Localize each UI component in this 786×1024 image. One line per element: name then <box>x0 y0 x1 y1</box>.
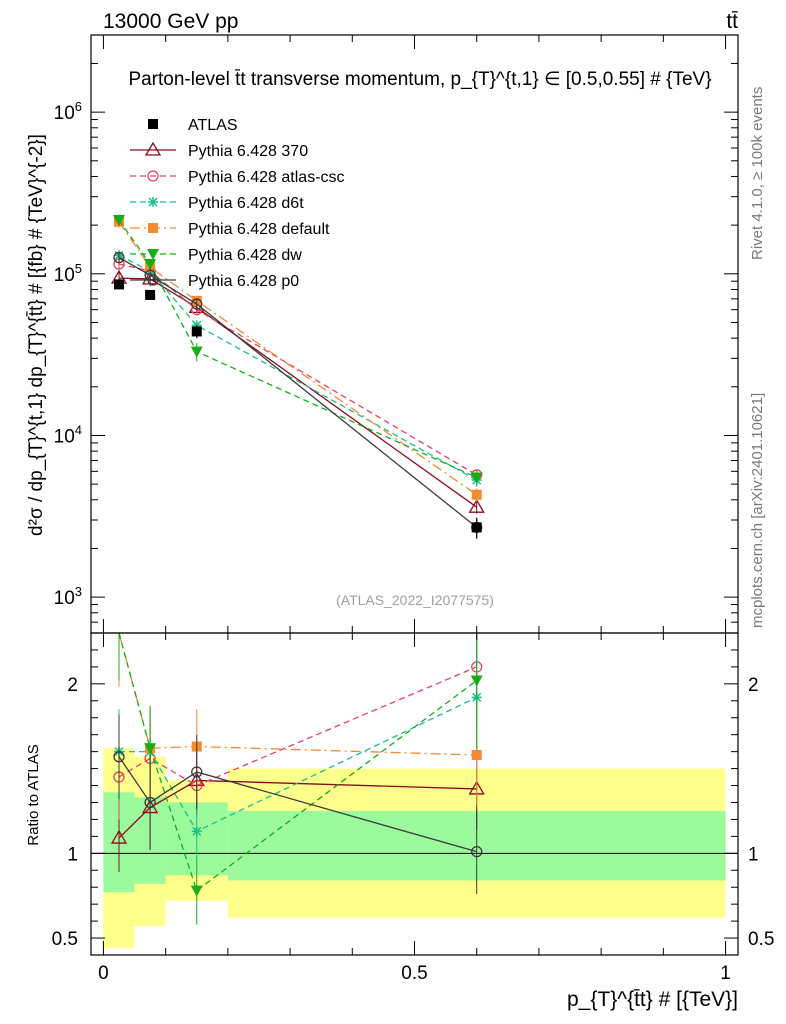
point-main-4-2 <box>190 346 203 358</box>
series-line-main-4 <box>118 219 477 479</box>
chart-title: Parton-level t̄t transverse momentum, p_… <box>128 69 711 90</box>
series-line-main-3 <box>118 221 478 496</box>
legend-entry-0: ATLAS <box>148 117 238 134</box>
legend-marker-1 <box>144 141 162 156</box>
series-1 <box>113 258 483 820</box>
legend-label-4: Pythia 6.428 default <box>188 221 330 238</box>
point-ratio-2-2 <box>191 826 202 837</box>
data-point-1 <box>145 289 156 300</box>
series-line-ratio-5 <box>118 756 477 853</box>
series-4 <box>112 214 483 925</box>
x-tick-label-0: 0 <box>98 963 109 984</box>
point-ratio-4-3 <box>470 675 483 687</box>
legend-entry-6: Pythia 6.428 p0 <box>130 273 299 290</box>
legend-marker-3 <box>148 197 158 207</box>
point-ratio-4-2 <box>190 885 203 897</box>
legend: ATLAS Pythia 6.428 370 Pythia 6.428 atlas-… <box>130 117 345 290</box>
y-tick-label-main-2: 105 <box>54 261 82 286</box>
series-line-main-0 <box>118 277 478 508</box>
point-ratio-5-3 <box>471 845 483 858</box>
series-line-ratio-0 <box>118 779 477 839</box>
legend-marker-5 <box>147 249 159 260</box>
series-line-main-2 <box>118 254 478 481</box>
legend-label-0: ATLAS <box>188 117 238 134</box>
series-3 <box>113 216 482 806</box>
point-ratio-5-2 <box>191 766 203 778</box>
y-tick-label-ratio-l-2: 2 <box>67 675 78 696</box>
x-axis-label: p_{T}^{t̄t} # [{TeV}] <box>567 988 738 1011</box>
x-tick-label-2: 1 <box>720 963 731 984</box>
series-line-ratio-3 <box>118 632 477 756</box>
point-main-4-0 <box>112 215 125 227</box>
y-axis-label-main: d²σ / dp_{T}^{t,1} dp_{T}^{t̄t} # [{fb} … <box>26 134 47 536</box>
series-line-main-5 <box>118 257 478 528</box>
point-main-5-2 <box>191 298 203 310</box>
y-tick-label-ratio-l-0: 0.5 <box>52 929 78 950</box>
y-tick-label-main-1: 104 <box>54 422 82 447</box>
y-tick-label-ratio-r-2: 2 <box>748 675 759 696</box>
legend-marker-4 <box>148 223 158 233</box>
series-line-ratio-2 <box>118 696 477 833</box>
point-ratio-5-1 <box>144 796 156 809</box>
point-main-4-3 <box>470 472 483 484</box>
y-tick-label-ratio-r-1: 1 <box>748 844 759 865</box>
legend-entry-3: Pythia 6.428 d6t <box>130 195 304 212</box>
data-point-2 <box>191 326 202 337</box>
point-ratio-0-0 <box>110 829 128 844</box>
y-tick-label-ratio-l-1: 1 <box>67 844 78 865</box>
legend-label-1: Pythia 6.428 370 <box>188 143 308 160</box>
analysis-tag: (ATLAS_2022_I2077575) <box>336 592 494 608</box>
legend-entry-4: Pythia 6.428 default <box>130 221 330 238</box>
y-tick-label-main-0: 103 <box>54 584 82 609</box>
rivet-label: Rivet 4.1.0, ≥ 100k events <box>749 87 766 260</box>
data-point-3 <box>471 522 482 533</box>
y-tick-label-ratio-r-0: 0.5 <box>748 929 774 950</box>
series-line-ratio-1 <box>118 666 477 787</box>
legend-entry-1: Pythia 6.428 370 <box>130 141 308 160</box>
point-ratio-4-1 <box>144 743 157 755</box>
legend-marker-2 <box>147 170 159 182</box>
legend-marker-6 <box>147 274 159 286</box>
legend-label-5: Pythia 6.428 dw <box>188 247 302 264</box>
point-ratio-3-3 <box>471 750 482 761</box>
legend-label-2: Pythia 6.428 atlas-csc <box>188 169 345 186</box>
series-line-main-1 <box>118 263 478 476</box>
legend-entry-2: Pythia 6.428 atlas-csc <box>130 169 345 186</box>
series-2 <box>113 250 482 857</box>
point-main-0-3 <box>468 498 485 513</box>
data-point-0 <box>113 279 124 290</box>
header-left: 13000 GeV pp <box>103 10 238 33</box>
legend-entry-5: Pythia 6.428 dw <box>130 247 302 264</box>
point-main-3-3 <box>471 489 482 500</box>
legend-label-6: Pythia 6.428 p0 <box>188 273 299 290</box>
series-line-ratio-4 <box>118 632 478 892</box>
y-tick-label-main-3: 106 <box>54 99 82 124</box>
header-right: tt̄ <box>726 10 738 33</box>
y-axis-label-ratio: Ratio to ATLAS <box>25 744 42 845</box>
mcplots-label: mcplots.cern.ch [arXiv:2401.10621] <box>749 393 766 628</box>
point-main-5-0 <box>113 251 125 264</box>
point-ratio-5-0 <box>113 751 125 763</box>
legend-label-3: Pythia 6.428 d6t <box>188 195 304 212</box>
legend-marker-0 <box>148 119 158 129</box>
x-tick-label-1: 0.5 <box>401 963 427 984</box>
point-main-4-1 <box>144 258 157 270</box>
